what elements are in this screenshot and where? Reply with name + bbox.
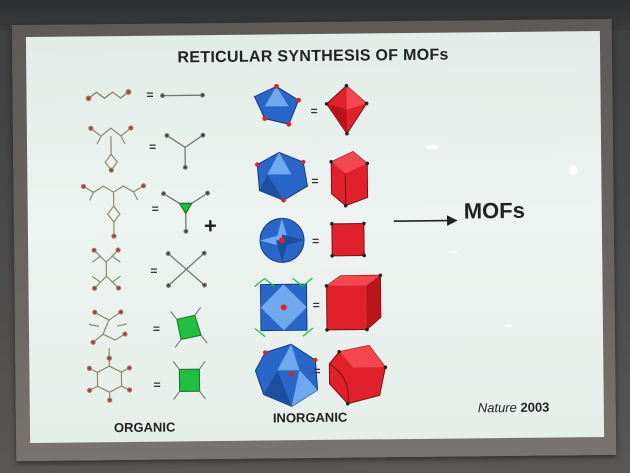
equals-sign: = [153, 322, 160, 336]
inorganic-cluster-3 [260, 218, 304, 262]
polyhedron-square [330, 222, 366, 258]
equals-sign: = [313, 298, 320, 312]
light-reflection [569, 165, 577, 175]
equals-sign: = [312, 234, 319, 248]
equals-sign: = [146, 88, 153, 102]
citation: Nature 2003 [478, 400, 550, 416]
linker-symbol-tritopic [165, 133, 205, 169]
organic-molecule-5 [89, 310, 128, 360]
linker-symbol-tetrahedral [171, 307, 207, 347]
inorganic-cluster-5 [255, 344, 318, 407]
mofs-label: MOFs [464, 198, 525, 225]
polyhedron-trigonal-prism [329, 151, 369, 207]
linker-symbol-ditopic [161, 93, 205, 97]
equals-sign: = [152, 202, 159, 216]
organic-caption: ORGANIC [114, 419, 176, 435]
organic-molecule-1 [86, 90, 131, 101]
citation-journal: Nature [478, 400, 517, 415]
equals-sign: = [153, 378, 160, 392]
arrow-to-mofs [394, 217, 456, 226]
projection-screen: RETICULAR SYNTHESIS OF MOFs [26, 31, 604, 443]
citation-year: 2003 [520, 400, 549, 415]
inorganic-cluster-1 [254, 84, 301, 127]
equals-sign: = [311, 174, 318, 188]
polyhedron-hexagonal-prism [329, 345, 387, 405]
organic-molecule-3 [81, 184, 146, 239]
equals-sign: = [150, 264, 157, 278]
organic-molecule-2 [89, 126, 133, 172]
inorganic-cluster-4 [254, 278, 313, 337]
equals-sign: = [313, 364, 320, 378]
inorganic-caption: INORGANIC [273, 410, 348, 426]
polyhedron-cube [325, 273, 383, 331]
organic-molecule-6 [87, 356, 131, 402]
inorganic-cluster-2 [255, 152, 308, 203]
linker-symbol-tritopic-green [162, 191, 210, 233]
plus-sign: + [204, 213, 217, 239]
organic-molecule-4 [92, 248, 120, 290]
equals-sign: = [311, 104, 318, 118]
equals-sign: = [149, 140, 156, 154]
linker-symbol-square [173, 361, 205, 399]
polyhedron-octahedron [325, 84, 369, 136]
linker-symbol-tetratopic [166, 251, 206, 287]
